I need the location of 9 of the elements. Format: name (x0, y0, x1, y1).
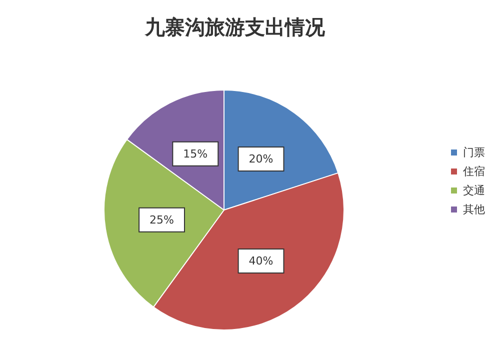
legend-label: 门票 (463, 146, 485, 159)
data-label: 40% (248, 254, 274, 268)
data-label: 25% (150, 213, 174, 226)
data-label: 15% (183, 147, 208, 160)
legend-label: 交通 (463, 184, 485, 197)
chart-title: 九寨沟旅游支出情况 (144, 15, 326, 39)
legend-label: 住宿 (463, 165, 485, 178)
legend-label: 其他 (463, 203, 485, 216)
data-label: 20% (248, 152, 274, 166)
